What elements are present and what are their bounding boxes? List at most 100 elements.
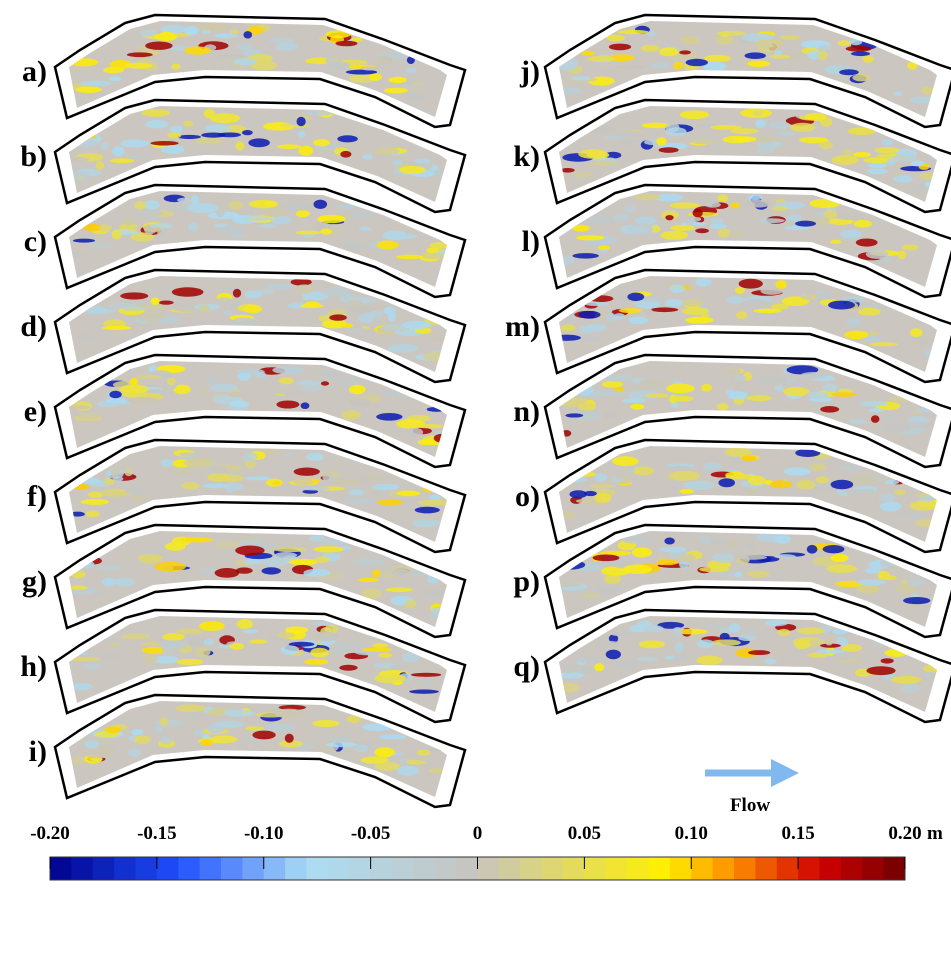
- colorbar-cell: [734, 857, 756, 880]
- blotch: [847, 127, 876, 136]
- blotch: [632, 466, 655, 476]
- blotch: [217, 644, 234, 649]
- blotch: [167, 132, 182, 139]
- blotch: [235, 545, 265, 556]
- blotch: [774, 385, 785, 392]
- blotch: [299, 303, 324, 309]
- blotch: [923, 664, 937, 673]
- blotch: [559, 334, 582, 341]
- blotch: [209, 735, 238, 744]
- blotch: [790, 122, 816, 132]
- blotch: [80, 80, 112, 87]
- blotch: [777, 628, 791, 637]
- blotch: [281, 200, 309, 211]
- blotch: [351, 37, 363, 42]
- panel-label: j): [519, 55, 540, 88]
- blotch: [294, 284, 314, 294]
- colorbar-cell: [477, 857, 500, 880]
- blotch: [145, 41, 173, 50]
- blotch: [176, 628, 205, 635]
- blotch: [845, 45, 872, 52]
- blotch: [243, 304, 263, 314]
- blotch: [108, 642, 121, 648]
- channel-map: [69, 535, 447, 618]
- blotch: [69, 405, 90, 410]
- blotch: [644, 308, 653, 316]
- channel-fill: [69, 531, 447, 627]
- blotch: [416, 749, 431, 756]
- colorbar-cell: [50, 857, 72, 880]
- blotch: [702, 462, 722, 471]
- blotch: [610, 476, 624, 484]
- blotch: [589, 484, 615, 489]
- blotch: [135, 374, 162, 380]
- blotch: [229, 400, 250, 407]
- blotch: [560, 324, 576, 332]
- blotch: [578, 402, 597, 411]
- channel-map: [559, 365, 937, 437]
- blotch: [300, 402, 310, 410]
- blotch: [576, 235, 605, 241]
- blotch: [87, 491, 104, 499]
- blotch: [69, 657, 101, 662]
- blotch: [728, 623, 741, 633]
- colorbar-cell: [691, 857, 714, 880]
- blotch: [870, 415, 880, 423]
- blotch: [760, 287, 783, 295]
- blotch: [207, 473, 231, 482]
- blotch: [840, 229, 863, 239]
- blotch: [584, 301, 609, 307]
- blotch: [615, 659, 638, 669]
- panel-label: d): [20, 310, 47, 343]
- blotch: [157, 228, 166, 237]
- blotch: [290, 278, 312, 286]
- blotch: [138, 554, 161, 564]
- blotch: [799, 136, 829, 144]
- blotch: [881, 138, 894, 146]
- blotch: [650, 61, 671, 69]
- blotch: [856, 579, 886, 586]
- blotch: [396, 490, 421, 497]
- blotch: [623, 204, 636, 213]
- blotch: [245, 476, 271, 481]
- blotch: [603, 374, 634, 382]
- blotch: [240, 210, 255, 215]
- channel-map: [69, 619, 442, 694]
- blotch: [728, 391, 748, 400]
- blotch: [343, 497, 375, 505]
- blotch: [341, 323, 354, 328]
- panel-label: c): [24, 225, 47, 258]
- blotch: [787, 214, 803, 222]
- channel-fill: [69, 446, 447, 542]
- channel-outline: [543, 608, 951, 724]
- blotch: [391, 568, 409, 576]
- blotch: [244, 726, 264, 731]
- colorbar-cell: [349, 857, 372, 880]
- blotch: [730, 202, 740, 209]
- blotch: [112, 476, 124, 482]
- blotch: [218, 53, 249, 59]
- blotch: [822, 544, 845, 554]
- colorbar-cell: [413, 857, 436, 880]
- blotch: [923, 670, 933, 678]
- blotch: [863, 335, 882, 343]
- channel-outline: [53, 13, 467, 129]
- blotch: [575, 385, 594, 396]
- blotch: [795, 448, 821, 457]
- blotch: [868, 408, 885, 413]
- blotch: [756, 375, 787, 384]
- blotch: [275, 42, 298, 51]
- blotch: [276, 400, 300, 409]
- blotch: [361, 647, 393, 652]
- channel-outline: [53, 523, 467, 639]
- blotch: [70, 511, 85, 517]
- blotch: [249, 639, 268, 644]
- blotch: [763, 658, 778, 665]
- blotch: [613, 313, 626, 320]
- blotch: [588, 295, 614, 303]
- blotch: [746, 570, 770, 578]
- blotch: [876, 153, 891, 159]
- blotch: [631, 547, 653, 558]
- blotch: [214, 568, 240, 578]
